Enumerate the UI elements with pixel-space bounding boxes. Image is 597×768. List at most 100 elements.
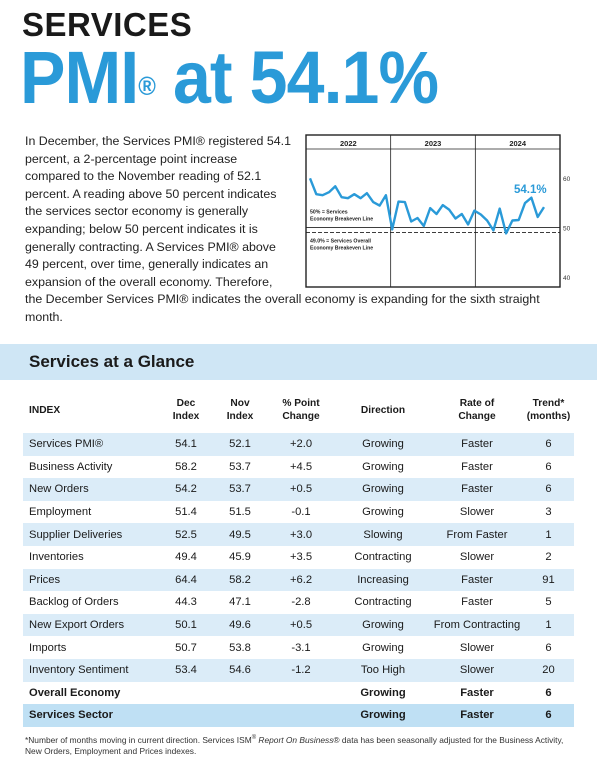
table-cell: 53.4 xyxy=(159,658,213,682)
intro-paragraph: In December, the Services PMI® registere… xyxy=(25,134,292,289)
table-cell: 58.2 xyxy=(175,460,197,473)
table-cell: 64.4 xyxy=(159,568,213,592)
table-cell: 6 xyxy=(523,478,574,501)
table-row: Imports 50.7 53.8 -3.1 Growing Slower 6 xyxy=(23,636,574,659)
chart-y-tick: 40 xyxy=(563,275,571,282)
table-cell: 6 xyxy=(523,433,574,456)
table-cell: Slower xyxy=(459,641,495,654)
table-cell: 5 xyxy=(545,596,552,609)
footnote-part-2: ® data has been seasonally adjusted for … xyxy=(25,734,564,756)
table-cell: Business Activity xyxy=(29,460,113,473)
table-cell: Faster xyxy=(460,686,494,699)
table-cell: Increasing xyxy=(335,568,431,592)
table-cell: Slower xyxy=(459,506,495,519)
table-cell xyxy=(213,704,267,727)
footnote-part-1: *Number of months moving in current dire… xyxy=(25,734,252,745)
table-cell: Contracting xyxy=(354,551,412,564)
chart-ref-label: Economy Breakeven Line xyxy=(310,245,373,251)
table-cell: Faster xyxy=(431,433,523,456)
intro-text: In December, the Services PMI® registere… xyxy=(25,133,565,327)
table-cell: 6 xyxy=(545,641,552,654)
table-cell: Slower xyxy=(431,658,523,682)
table-cell: +3.5 xyxy=(289,551,313,564)
column-header: Trend* (months) xyxy=(526,398,571,422)
glance-header-row: INDEX Dec Index Nov Index % Point Change Direct… xyxy=(23,387,574,433)
table-cell: 53.7 xyxy=(213,478,267,501)
column-header: Dec Index xyxy=(172,398,200,422)
table-cell: Growing xyxy=(360,686,406,699)
table-cell: 1 xyxy=(523,613,574,637)
table-cell: 51.5 xyxy=(229,506,251,519)
table-cell: -1.2 xyxy=(267,658,335,682)
table-cell: Growing xyxy=(362,460,404,473)
table-cell: New Export Orders xyxy=(23,613,159,637)
table-cell: Overall Economy xyxy=(29,686,121,699)
table-cell: -2.8 xyxy=(291,596,311,609)
table-row: Prices 64.4 58.2 +6.2 Increasing Faster 91 xyxy=(23,568,574,592)
table-cell: From Contracting xyxy=(431,613,523,637)
page-title: PMI® at 54.1% xyxy=(20,36,439,119)
chart-year-label: 2023 xyxy=(425,139,442,148)
table-cell: 1 xyxy=(523,523,574,546)
table-cell: Growing xyxy=(335,433,431,456)
table-row: Services PMI® 54.1 52.1 +2.0 Growing Faster 6 xyxy=(23,433,574,456)
table-cell: Services PMI® xyxy=(23,433,159,456)
table-cell xyxy=(159,682,213,705)
table-row: New Export Orders 50.1 49.6 +0.5 Growing From… xyxy=(23,613,574,637)
table-cell: 20 xyxy=(523,658,574,682)
table-cell xyxy=(267,682,335,705)
table-row: Supplier Deliveries 52.5 49.5 +3.0 Slowing Fr… xyxy=(23,523,574,546)
table-cell: Faster xyxy=(461,460,493,473)
table-cell: Slower xyxy=(459,551,495,564)
table-row: Inventories 49.4 45.9 +3.5 Contracting Slower… xyxy=(23,546,574,569)
chart-ref-label: 50% = Services xyxy=(310,209,348,215)
table-cell: Too High xyxy=(335,658,431,682)
table-cell: 53.8 xyxy=(229,641,251,654)
table-cell: +0.5 xyxy=(267,478,335,501)
table-row: Inventory Sentiment 53.4 54.6 -1.2 Too High S… xyxy=(23,658,574,682)
table-cell: 58.2 xyxy=(213,568,267,592)
table-cell: 50.1 xyxy=(159,613,213,637)
table-cell: +3.0 xyxy=(267,523,335,546)
table-cell: +4.5 xyxy=(289,460,313,473)
footnote-report-name: Report On Business xyxy=(256,734,334,745)
table-cell: Backlog of Orders xyxy=(29,596,119,609)
table-cell: Supplier Deliveries xyxy=(23,523,159,546)
table-cell: Faster xyxy=(431,568,523,592)
glance-title: Services at a Glance xyxy=(29,352,195,371)
table-cell: Growing xyxy=(362,506,404,519)
table-cell: Prices xyxy=(23,568,159,592)
page-kicker: SERVICES xyxy=(22,6,193,43)
table-cell: +2.0 xyxy=(267,433,335,456)
table-cell: 91 xyxy=(523,568,574,592)
pmi-chart-svg: 2022 2023 2024 60 50 40 50% = Services Economy … xyxy=(305,134,571,288)
chart-year-label: 2024 xyxy=(509,139,527,148)
table-cell: Slowing xyxy=(335,523,431,546)
table-cell: Growing xyxy=(335,613,431,637)
chart-y-tick: 60 xyxy=(563,176,571,183)
glance-table: INDEX Dec Index Nov Index % Point Change Direct… xyxy=(23,387,574,727)
chart-year-label: 2022 xyxy=(340,139,357,148)
table-cell: Faster xyxy=(461,596,493,609)
table-cell: -0.1 xyxy=(291,506,311,519)
table-cell: Inventories xyxy=(29,551,84,564)
chart-y-tick: 50 xyxy=(563,225,571,232)
glance-title-band xyxy=(0,344,597,380)
table-row: Employment 51.4 51.5 -0.1 Growing Slower 3 xyxy=(23,501,574,524)
table-cell: Growing xyxy=(335,478,431,501)
title-pmi: PMI xyxy=(20,36,139,119)
table-cell: 52.5 xyxy=(159,523,213,546)
footnote-registered-mark: ® xyxy=(251,735,257,741)
table-cell: From Faster xyxy=(431,523,523,546)
table-cell: 49.6 xyxy=(213,613,267,637)
table-cell: 6 xyxy=(523,704,574,727)
table-cell: 6 xyxy=(545,460,552,473)
table-cell: 47.1 xyxy=(229,596,251,609)
table-cell: Inventory Sentiment xyxy=(23,658,159,682)
table-cell: 53.7 xyxy=(229,460,251,473)
table-cell: 54.6 xyxy=(213,658,267,682)
column-header: INDEX xyxy=(29,404,61,416)
table-cell: Contracting xyxy=(354,596,412,609)
table-cell xyxy=(267,704,335,727)
title-registered-mark: ® xyxy=(138,71,156,101)
